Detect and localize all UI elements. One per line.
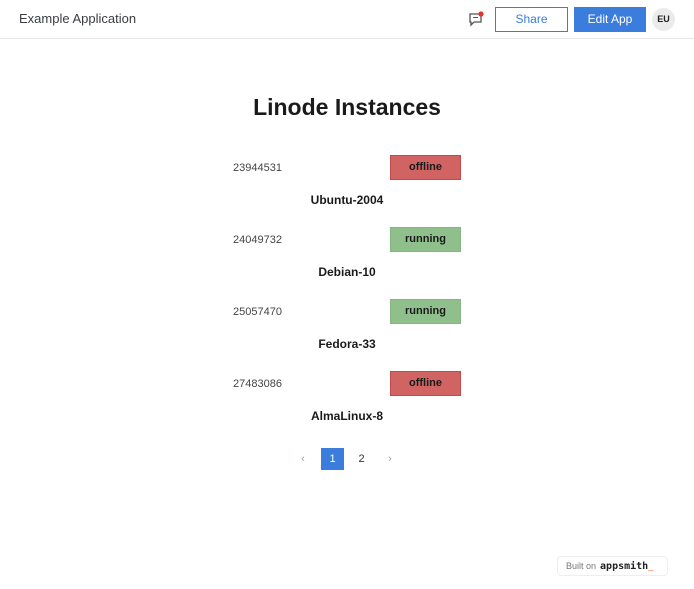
status-badge: running	[390, 227, 461, 252]
instance-label: Ubuntu-2004	[310, 193, 384, 207]
instance-id: 23944531	[233, 162, 282, 174]
built-on-text: Built on	[566, 561, 597, 571]
instance-label: Debian-10	[318, 265, 376, 279]
share-button[interactable]: Share	[495, 7, 568, 32]
appsmith-logo: appsmith	[600, 561, 649, 572]
status-badge: offline	[390, 155, 461, 180]
avatar[interactable]: EU	[652, 8, 675, 31]
next-page-button[interactable]: ›	[388, 453, 392, 465]
app-header: Example Application Share Edit App EU	[0, 0, 694, 39]
instance-label: Fedora-33	[318, 337, 376, 351]
instance-id: 25057470	[233, 306, 282, 318]
list-item: 25057470 running Fedora-33	[0, 299, 694, 371]
appsmith-logo-suffix: _	[648, 561, 654, 571]
page-title: Linode Instances	[253, 94, 441, 120]
prev-page-button[interactable]: ‹	[301, 453, 305, 465]
page-2-button[interactable]: 2	[358, 453, 365, 465]
list-item: 27483086 offline AlmaLinux-8	[0, 371, 694, 443]
list-item: 24049732 running Debian-10	[0, 227, 694, 299]
page-1-button[interactable]: 1	[321, 448, 344, 470]
instance-label: AlmaLinux-8	[310, 409, 383, 423]
app-title: Example Application	[19, 11, 137, 26]
comment-icon[interactable]	[468, 11, 484, 27]
instance-id: 27483086	[233, 378, 282, 390]
edit-app-button[interactable]: Edit App	[574, 7, 646, 32]
status-badge: running	[390, 299, 461, 324]
built-on-appsmith-badge[interactable]: Built on appsmith_	[557, 556, 668, 576]
list-item: 23944531 offline Ubuntu-2004	[0, 155, 694, 227]
status-badge: offline	[390, 371, 461, 396]
instance-id: 24049732	[233, 234, 282, 246]
